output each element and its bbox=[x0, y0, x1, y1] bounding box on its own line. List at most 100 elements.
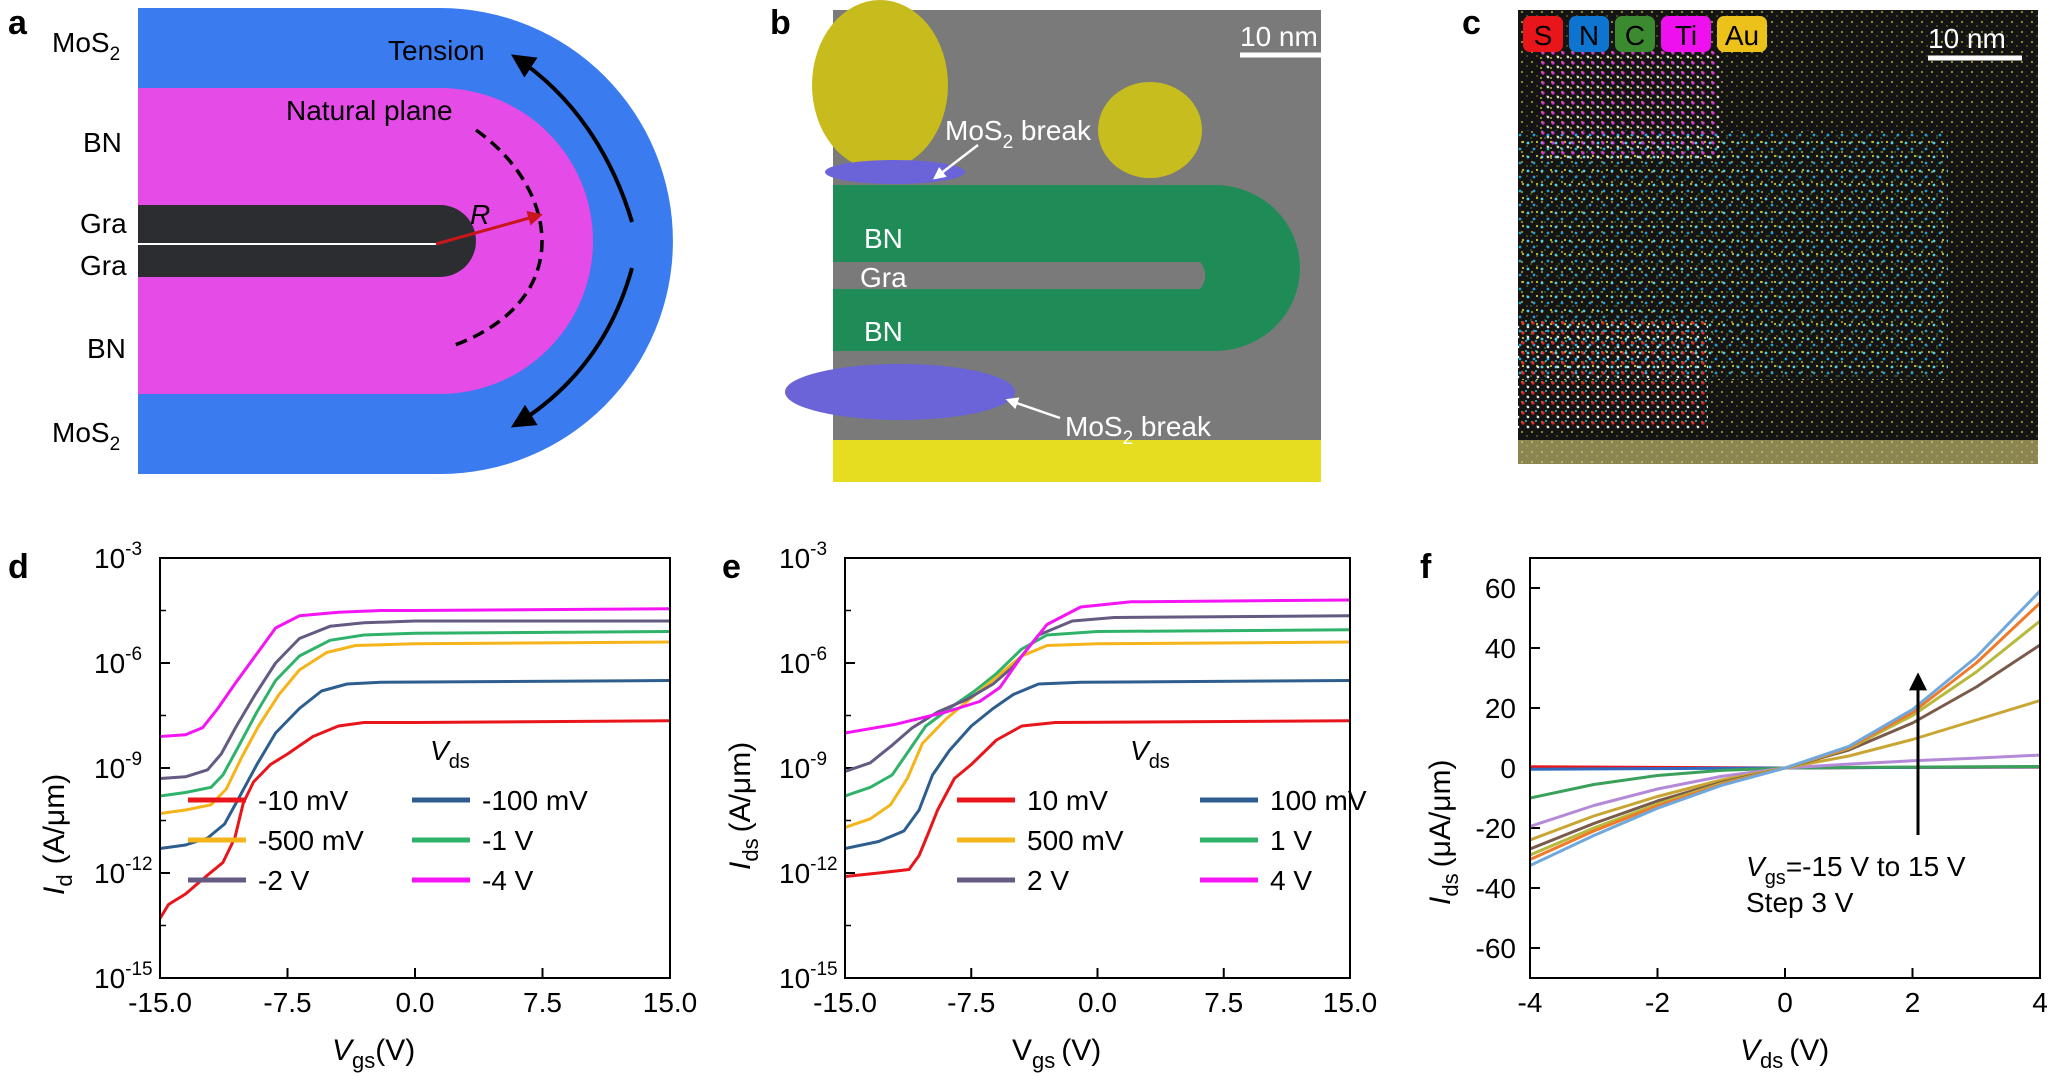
legend-label-c: C bbox=[1625, 20, 1645, 51]
series-line-7 bbox=[1530, 601, 2040, 861]
label-radius: R bbox=[470, 199, 490, 230]
series-line-5 bbox=[160, 607, 670, 738]
chart-e-legend: 10 mV 100 mV 500 mV 1 V 2 V 4 V bbox=[957, 785, 1367, 896]
y-tick-label: -40 bbox=[1476, 873, 1516, 904]
legend-label-1: -100 mV bbox=[482, 785, 588, 816]
mos2-fragment-bottom bbox=[785, 364, 1015, 420]
y-tick-label: 20 bbox=[1485, 693, 1516, 724]
series-line-1 bbox=[845, 679, 1350, 850]
x-tick-label: -7.5 bbox=[263, 987, 311, 1018]
panel-b: b 10 nm MoS2 break BN Gra BN MoS2 break bbox=[770, 0, 1334, 482]
legend-swatch-s bbox=[1523, 16, 1563, 52]
y-tick-label: -60 bbox=[1476, 933, 1516, 964]
y-tick-label: 10-6 bbox=[779, 644, 827, 679]
legend-swatch-ti bbox=[1661, 16, 1711, 52]
chart-d-legend: -10 mV -100 mV -500 mV -1 V -2 V -4 V bbox=[188, 785, 588, 896]
gold-particle-left bbox=[812, 0, 948, 170]
chart-e-legend-title: Vds bbox=[1130, 735, 1170, 773]
label-tension: Tension bbox=[388, 35, 485, 66]
legend-label-au: Au bbox=[1725, 20, 1759, 51]
label-gra-bottom: Gra bbox=[80, 250, 127, 281]
chart-e-ylabel: Ids(A/μm) bbox=[724, 742, 763, 870]
label-natural-plane: Natural plane bbox=[286, 95, 453, 126]
y-tick-label: 10-6 bbox=[94, 644, 142, 679]
x-tick-label: -15.0 bbox=[813, 987, 877, 1018]
chart-d-legend-title: Vds bbox=[430, 735, 470, 773]
y-tick-label: 60 bbox=[1485, 573, 1516, 604]
mos2-fragment-top bbox=[825, 160, 965, 184]
legend-label-3: -1 V bbox=[482, 825, 534, 856]
legend-label-ti: Ti bbox=[1675, 20, 1697, 51]
legend-label-3: 1 V bbox=[1270, 825, 1312, 856]
y-tick-label: 40 bbox=[1485, 633, 1516, 664]
eds-s-signal bbox=[1518, 320, 1708, 430]
chart-e-xlabel: Vgs (V) bbox=[1012, 1034, 1101, 1073]
x-tick-label: -15.0 bbox=[128, 987, 192, 1018]
panel-letter-a: a bbox=[8, 4, 28, 42]
legend-swatch-n bbox=[1569, 16, 1609, 52]
chart-d: d -15.0 -7.5 0.0 7.5 15.0 10-3 10-6 10-9 10-12 10… bbox=[8, 539, 697, 1073]
label-bn-bottom: BN bbox=[87, 333, 126, 364]
x-tick-label: -4 bbox=[1518, 987, 1543, 1018]
x-tick-label: 0 bbox=[1777, 987, 1793, 1018]
break-arrow-top bbox=[933, 144, 979, 180]
series-line-2 bbox=[160, 640, 670, 815]
chart-f-xlabel: Vds (V) bbox=[1740, 1034, 1829, 1073]
series-line-8 bbox=[1530, 589, 2040, 867]
legend-swatch-au bbox=[1717, 16, 1767, 52]
panel-letter-c: c bbox=[1462, 4, 1481, 42]
chart-d-xlabel: Vgs(V) bbox=[332, 1034, 415, 1073]
y-tick-label: 10-3 bbox=[94, 539, 142, 574]
x-tick-label: 0.0 bbox=[1078, 987, 1117, 1018]
label-break-top: MoS2 break bbox=[945, 115, 1092, 153]
y-tick-label: 10-12 bbox=[779, 854, 838, 889]
x-tick-label: 2 bbox=[1905, 987, 1921, 1018]
eds-ti-signal bbox=[1540, 50, 1720, 160]
radius-arrow bbox=[435, 210, 543, 246]
panel-letter-f: f bbox=[1420, 548, 1432, 586]
y-tick-label: 10-9 bbox=[779, 749, 827, 784]
x-tick-label: 4 bbox=[2032, 987, 2048, 1018]
tension-arrow-top bbox=[510, 54, 634, 223]
eds-bottom-band bbox=[1518, 440, 2038, 464]
legend-label-5: 4 V bbox=[1270, 865, 1312, 896]
chart-d-ticks: -15.0 -7.5 0.0 7.5 15.0 10-3 10-6 10-9 10-12 10-1… bbox=[94, 539, 697, 1018]
series-line-4 bbox=[160, 619, 670, 780]
y-tick-label: 10-15 bbox=[94, 959, 153, 994]
y-tick-label: -20 bbox=[1476, 813, 1516, 844]
series-line-4 bbox=[845, 614, 1350, 773]
label-mos2-bottom: MoS2 bbox=[52, 417, 120, 455]
legend-label-n: N bbox=[1579, 20, 1599, 51]
element-legend: S N C Ti Au bbox=[1523, 16, 1767, 52]
legend-label-4: -2 V bbox=[258, 865, 310, 896]
series-line-1 bbox=[160, 679, 670, 850]
break-arrow-bottom bbox=[1005, 397, 1061, 420]
chart-e-frame bbox=[844, 557, 1351, 979]
y-tick-label: 10-15 bbox=[779, 959, 838, 994]
x-tick-label: -2 bbox=[1645, 987, 1670, 1018]
series-line-2 bbox=[1530, 765, 2040, 800]
chart-f-series bbox=[1530, 589, 2040, 867]
series-line-3 bbox=[845, 628, 1350, 798]
y-tick-label: 10-9 bbox=[94, 749, 142, 784]
label-break-bottom: MoS2 break bbox=[1065, 411, 1212, 449]
chart-e-ticks: -15.0 -7.5 0.0 7.5 15.0 10-3 10-6 10-9 10-12 10-1… bbox=[779, 539, 1377, 1018]
legend-label-0: 10 mV bbox=[1027, 785, 1108, 816]
legend-label-2: 500 mV bbox=[1027, 825, 1124, 856]
legend-label-0: -10 mV bbox=[258, 785, 349, 816]
legend-label-5: -4 V bbox=[482, 865, 534, 896]
panel-letter-e: e bbox=[722, 548, 741, 586]
scale-bar-label-c: 10 nm bbox=[1928, 23, 2006, 54]
panel-letter-d: d bbox=[8, 548, 29, 586]
x-tick-label: -7.5 bbox=[947, 987, 995, 1018]
y-tick-label: 10-12 bbox=[94, 854, 153, 889]
gold-substrate bbox=[833, 440, 1321, 482]
series-line-5 bbox=[1530, 643, 2040, 851]
chart-e: e -15.0 -7.5 0.0 7.5 15.0 10-3 10-6 10-9 10-12 10… bbox=[722, 539, 1377, 1073]
legend-swatch-c bbox=[1615, 16, 1655, 52]
tension-arrow-bottom bbox=[510, 267, 634, 428]
legend-label-s: S bbox=[1534, 20, 1553, 51]
